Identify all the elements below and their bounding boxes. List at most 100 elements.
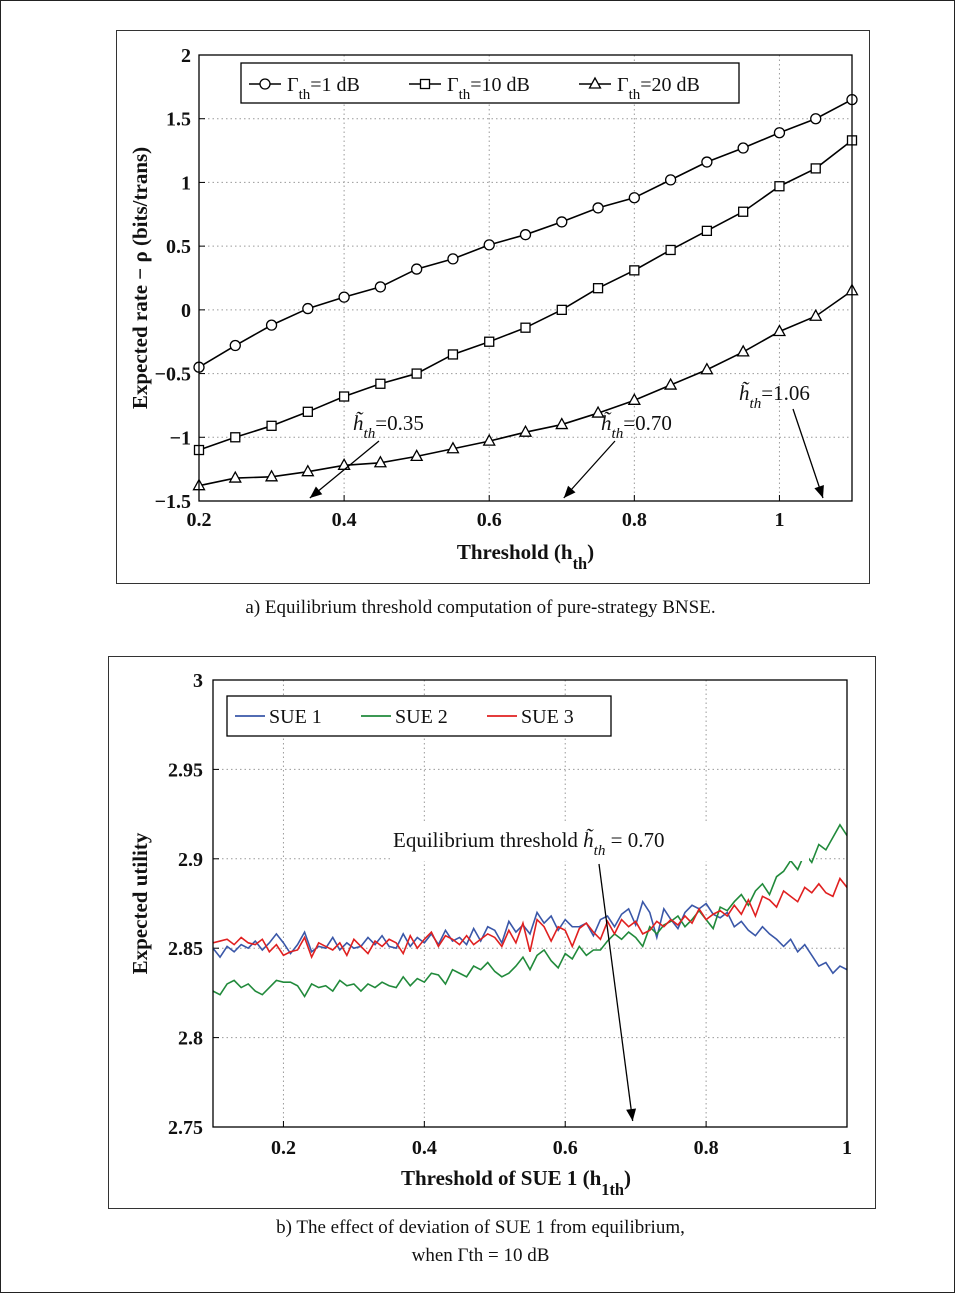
x-tick-label: 0.8 [622, 509, 647, 531]
legend-marker-square [419, 78, 431, 90]
annotation-label-2: h̃th=0.70 [601, 411, 672, 442]
y-tick-label: −1.5 [155, 491, 191, 513]
y-tick-label: 2.75 [168, 1117, 203, 1139]
annotations-a: h̃th=0.35 h̃th=0.70 h̃th=1.06 [309, 381, 824, 499]
data-point-circle [737, 142, 749, 154]
y-tick-label: 3 [193, 670, 203, 692]
y-tick-label: 1 [181, 172, 191, 194]
figure-a: 0.2 0.4 0.6 0.8 1 −1.5 −1 −0.5 0 0.5 1 1.5 2 Γth=1 dB… [116, 30, 870, 584]
y-tick-label: 2 [181, 45, 191, 67]
data-point-triangle [518, 424, 533, 437]
data-point-square [774, 181, 785, 192]
data-point-square [338, 391, 350, 402]
annotation-label-b: Equilibrium threshold h̃th = 0.70 [393, 828, 665, 859]
legend-label-triangle: Γth=20 dB [617, 74, 700, 103]
legend-label-3: SUE 3 [521, 706, 574, 728]
y-axis-label-a: Expected rate − ρ (bits/trans) [128, 147, 152, 409]
x-tick-label: 1 [842, 1137, 852, 1159]
annotation-arrow-1-line [309, 440, 380, 499]
data-point-circle [447, 253, 459, 265]
legend-label-2: SUE 2 [395, 706, 448, 728]
annotation-arrow-2-head [563, 485, 576, 498]
annotation-label-1: h̃th=0.35 [353, 411, 424, 442]
data-point-square [375, 378, 386, 389]
data-point-triangle [555, 417, 569, 430]
data-point-circle [229, 339, 241, 352]
y-tick-label: −1 [170, 427, 191, 449]
y-tick-label: 2.95 [168, 759, 203, 781]
data-point-square [592, 283, 604, 294]
x-tick-label: 0.4 [412, 1137, 437, 1159]
x-tick-label: 0.6 [477, 509, 502, 531]
data-point-square [556, 304, 567, 316]
data-point-triangle [664, 377, 678, 390]
data-point-circle [592, 202, 604, 214]
caption-b-line2: when Γth = 10 dB [411, 1245, 550, 1266]
data-point-triangle [228, 470, 242, 483]
data-point-triangle [736, 344, 750, 357]
data-point-triangle [627, 392, 641, 405]
legend-box-a [240, 62, 740, 104]
data-point-triangle [446, 441, 460, 454]
data-point-triangle [410, 449, 424, 462]
x-tick-label: 0.4 [332, 509, 357, 531]
annotation-arrow-1-head [309, 486, 323, 498]
data-point-circle [338, 291, 350, 303]
caption-b: b) The effect of deviation of SUE 1 from… [0, 1214, 961, 1270]
data-point-square [738, 206, 749, 217]
data-point-square [484, 336, 495, 347]
data-point-triangle [301, 464, 315, 477]
plot-frame-b [212, 679, 848, 1128]
annotation-arrow-3-head [814, 485, 824, 498]
x-tick-label: 0.8 [694, 1137, 719, 1159]
legend-label-circle: Γth=1 dB [287, 74, 360, 103]
x-tick-label: 0.6 [553, 1137, 578, 1159]
y-tick-label: 2.85 [168, 938, 203, 960]
data-point-circle [701, 156, 713, 168]
series-line-sue-1 [213, 899, 847, 975]
legend-box-b [226, 695, 612, 737]
x-tick-label: 0.2 [187, 509, 212, 531]
annotation-arrow-b-head [626, 1108, 637, 1121]
legend-a: Γth=1 dB Γth=10 dB Γth=20 dB [240, 62, 740, 104]
data-point-square [266, 420, 277, 431]
y-tick-label: 2.9 [178, 849, 203, 871]
series-circle [193, 93, 858, 373]
data-point-square [665, 244, 676, 256]
y-tick-label: 0.5 [166, 236, 191, 258]
series-square [193, 135, 858, 456]
y-tick-label: 2.8 [178, 1028, 203, 1050]
x-tick-label: 1 [774, 509, 784, 531]
data-point-triangle [809, 308, 823, 321]
legend-label-1: SUE 1 [269, 706, 322, 728]
y-tick-label: −0.5 [155, 364, 191, 386]
data-point-triangle [264, 469, 279, 482]
annotation-label-3: h̃th=1.06 [739, 381, 810, 412]
data-point-square [810, 163, 821, 174]
data-point-triangle [373, 455, 387, 468]
annotation-arrow-b-line [598, 863, 634, 1122]
data-point-circle [374, 281, 387, 293]
y-tick-label: 0 [181, 300, 191, 322]
plot-frame-a [198, 54, 853, 502]
annotation-arrow-2-line [563, 440, 616, 499]
legend-marker-circle [259, 78, 271, 90]
data-point-triangle [482, 433, 496, 446]
data-point-circle [628, 192, 640, 204]
data-point-square [230, 432, 241, 443]
data-point-circle [265, 319, 278, 331]
x-axis-label-b: Threshold of SUE 1 (h1th) [401, 1166, 631, 1199]
y-axis-label-b: Expected utility [128, 832, 152, 974]
data-point-square [629, 265, 640, 276]
legend-marker-triangle [588, 76, 602, 89]
x-axis-label-a: Threshold (hth) [457, 540, 594, 573]
data-point-square [520, 322, 531, 333]
data-point-triangle [700, 362, 714, 375]
data-point-square [701, 225, 713, 237]
annotation-b: Equilibrium threshold h̃th = 0.70 [391, 823, 809, 1122]
data-point-square [447, 349, 459, 360]
legend-b: SUE 1 SUE 2 SUE 3 [226, 695, 612, 737]
chart-a-svg: 0.2 0.4 0.6 0.8 1 −1.5 −1 −0.5 0 0.5 1 1.5 2 Γth=1 dB… [128, 45, 859, 573]
data-point-square [411, 368, 422, 379]
